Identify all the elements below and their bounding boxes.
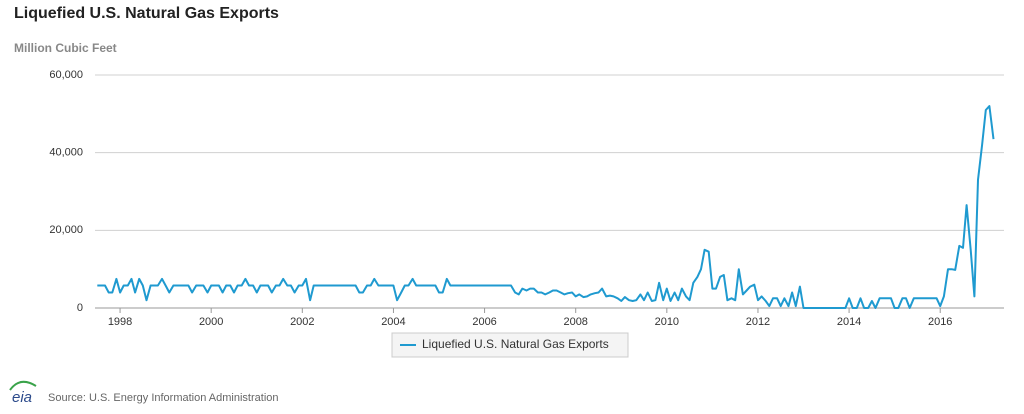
x-tick-label: 2000 (199, 316, 223, 328)
y-axis-label: Million Cubic Feet (14, 41, 117, 55)
y-tick-label: 60,000 (49, 69, 83, 81)
x-tick-label: 1998 (108, 316, 132, 328)
y-tick-label: 0 (77, 302, 83, 314)
y-tick-label: 20,000 (49, 224, 83, 236)
x-tick-label: 2016 (928, 316, 952, 328)
x-tick-label: 2002 (290, 316, 314, 328)
x-tick-label: 2006 (472, 316, 496, 328)
x-tick-label: 2012 (746, 316, 770, 328)
legend-label: Liquefied U.S. Natural Gas Exports (422, 337, 609, 351)
x-tick-label: 2004 (381, 316, 405, 328)
logo: eia (12, 389, 32, 406)
x-tick-label: 2010 (655, 316, 679, 328)
x-tick-label: 2008 (563, 316, 587, 328)
source: Source: U.S. Energy Information Administ… (48, 392, 279, 404)
logo-swoosh (9, 380, 37, 391)
chart-title: Liquefied U.S. Natural Gas Exports (14, 5, 279, 22)
x-tick-label: 2014 (837, 316, 861, 328)
legend-box (391, 332, 629, 358)
y-tick-label: 40,000 (49, 147, 83, 159)
series-line (97, 105, 995, 309)
